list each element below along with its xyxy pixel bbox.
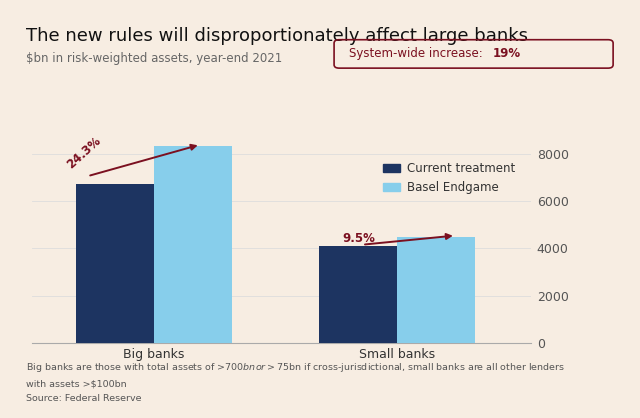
Text: 19%: 19% <box>493 47 521 61</box>
Text: $bn in risk-weighted assets, year-end 2021: $bn in risk-weighted assets, year-end 20… <box>26 52 282 65</box>
Legend: Current treatment, Basel Endgame: Current treatment, Basel Endgame <box>378 158 520 199</box>
Text: 9.5%: 9.5% <box>343 232 376 245</box>
Text: System-wide increase:: System-wide increase: <box>349 47 486 61</box>
Text: with assets >$100bn: with assets >$100bn <box>26 379 126 388</box>
Bar <box>76 184 154 343</box>
Text: The new rules will disproportionately affect large banks: The new rules will disproportionately af… <box>26 27 527 45</box>
Text: 24.3%: 24.3% <box>64 135 103 171</box>
Text: Source: Federal Reserve: Source: Federal Reserve <box>26 394 141 403</box>
Bar <box>319 246 397 343</box>
Bar <box>154 146 232 343</box>
Text: Big banks are those with total assets of >$700bn or >$75bn if cross-jurisdiction: Big banks are those with total assets of… <box>26 361 564 374</box>
Bar <box>397 237 475 343</box>
